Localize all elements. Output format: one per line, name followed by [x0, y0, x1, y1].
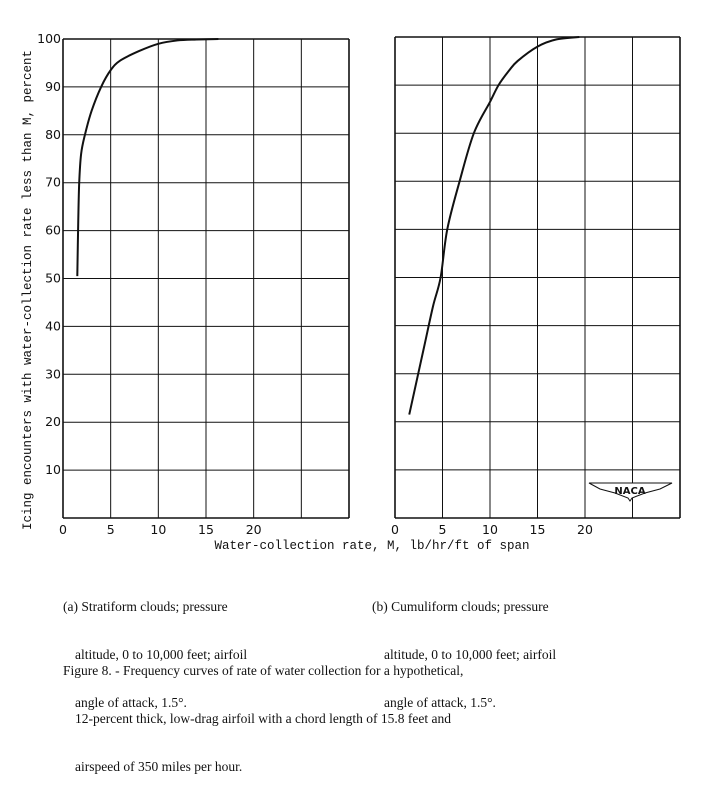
x-tick-label: 20: [577, 522, 593, 537]
caption-b-line: (b) Cumuliform clouds; pressure: [372, 599, 549, 614]
figure-caption-line: 12-percent thick, low-drag airfoil with …: [75, 711, 451, 726]
y-tick-label: 70: [45, 175, 61, 190]
caption-a-line: altitude, 0 to 10,000 feet; airfoil: [75, 647, 248, 662]
y-tick-label: 100: [37, 31, 61, 46]
svg-text:NACA: NACA: [614, 486, 645, 497]
x-tick-label: 5: [107, 522, 115, 537]
x-tick-label: 0: [59, 522, 67, 537]
x-tick-label: 10: [150, 522, 166, 537]
y-tick-label: 90: [45, 79, 61, 94]
y-tick-label: 40: [45, 318, 61, 333]
y-tick-label: 10: [45, 462, 61, 477]
figure-chart: 0 5 10 15 20 0 5 10 15 20 10 20 30 40 50 60 70 80 90 100 Ic…: [21, 31, 681, 553]
x-tick-label: 10: [482, 522, 498, 537]
y-axis-label: Icing encounters with water-collection r…: [21, 50, 35, 530]
x-axis-label: Water-collection rate, M, lb/hr/ft of sp…: [214, 539, 529, 553]
figure-caption-line: Figure 8. - Frequency curves of rate of …: [63, 663, 464, 678]
x-tick-label: 20: [246, 522, 262, 537]
caption-b-line: altitude, 0 to 10,000 feet; airfoil: [384, 647, 557, 662]
frequency-curve-a: [76, 38, 219, 277]
naca-logo: NACA: [588, 482, 673, 502]
y-tick-label: 20: [45, 414, 61, 429]
figure-caption: Figure 8. - Frequency curves of rate of …: [63, 631, 463, 791]
y-tick-label: 80: [45, 127, 61, 142]
frequency-curve-b: [408, 36, 580, 415]
x-tick-label: 15: [198, 522, 214, 537]
y-tick-label: 60: [45, 223, 61, 238]
figure-caption-line: airspeed of 350 miles per hour.: [75, 759, 243, 774]
y-tick-label: 50: [45, 271, 61, 286]
x-tick-label: 15: [530, 522, 546, 537]
x-tick-label: 5: [439, 522, 447, 537]
x-tick-label: 0: [391, 522, 399, 537]
caption-a-line: (a) Stratiform clouds; pressure: [63, 599, 228, 614]
panel-b: 0 5 10 15 20: [391, 36, 681, 537]
y-tick-label: 30: [45, 366, 61, 381]
panel-a: 0 5 10 15 20 10 20 30 40 50 60 70 80 90 100: [37, 31, 350, 537]
